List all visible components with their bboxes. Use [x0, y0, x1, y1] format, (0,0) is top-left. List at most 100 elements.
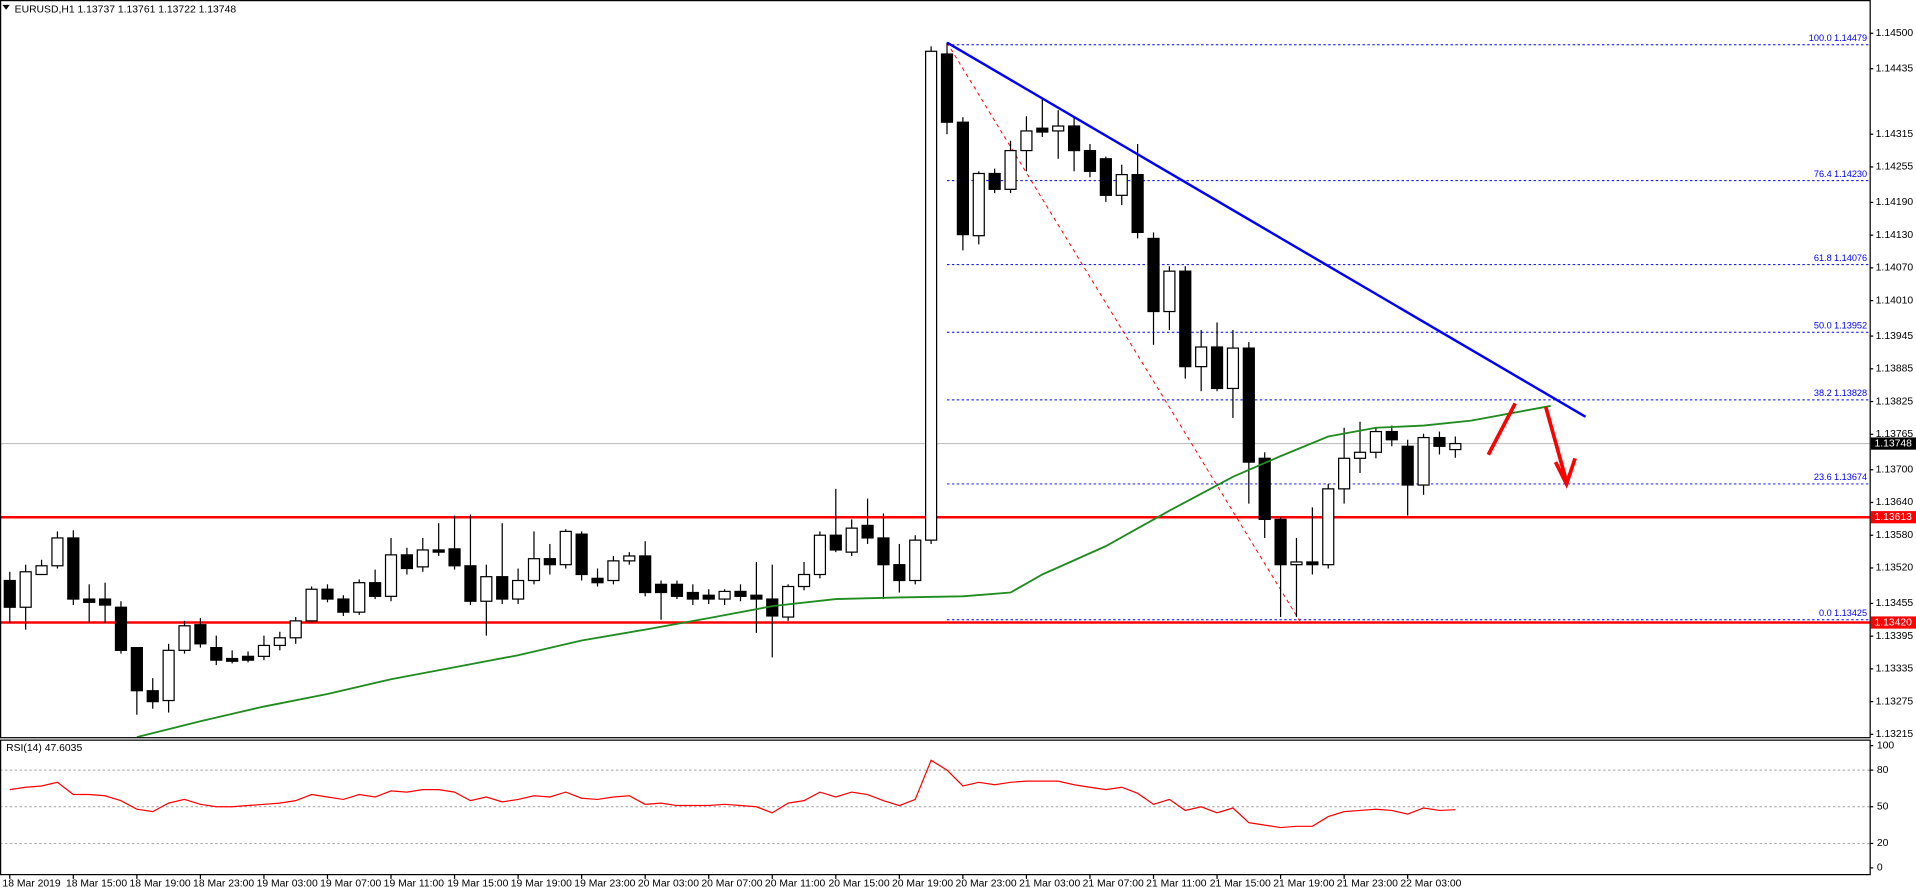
candle-body [210, 647, 223, 661]
candle-body [702, 594, 715, 600]
y-tick-label: 1.13580 [1876, 530, 1914, 541]
candle-body [893, 564, 906, 582]
fib-level-name: 23.6 [1814, 472, 1832, 482]
x-tick-label: 18 Mar 19:00 [130, 879, 191, 890]
x-tick-label: 22 Mar 03:00 [1400, 879, 1461, 890]
down-arrow [1543, 406, 1577, 489]
candle-body [241, 655, 255, 661]
candle-body [1020, 130, 1033, 152]
candle-body [1449, 442, 1462, 451]
candle-body [162, 649, 175, 702]
y-tick-label: 1.13825 [1876, 396, 1914, 407]
x-tick-label: 21 Mar 03:00 [1019, 879, 1080, 890]
candle-body [305, 588, 318, 622]
y-tick-label: 1.13640 [1876, 497, 1914, 508]
y-tick-label: 1.13700 [1876, 464, 1914, 475]
candle-body [845, 527, 858, 553]
candle-body [1258, 457, 1271, 521]
menu-triangle [2, 4, 10, 10]
candle-body [130, 647, 143, 692]
candle-body [797, 573, 811, 588]
x-tick-label: 20 Mar 03:00 [638, 879, 699, 890]
candle-body [448, 548, 461, 567]
y-tick-label: 0 [1877, 863, 1883, 874]
candle-body [654, 583, 668, 594]
y-tick-label: 1.13520 [1876, 563, 1914, 574]
candle-body [1433, 436, 1446, 447]
candle-body [988, 172, 1001, 190]
y-tick-label: 1.14255 [1876, 162, 1914, 173]
candle-body [114, 606, 128, 651]
candle-body [1242, 347, 1255, 463]
fib-level-name: 38.2 [1814, 388, 1832, 398]
fib-level-name: 50.0 [1814, 321, 1832, 331]
y-tick-label: 100 [1877, 740, 1895, 751]
candle-body [559, 530, 572, 566]
trend-line [946, 41, 1587, 418]
candle-body [1338, 457, 1351, 490]
x-tick-label: 19 Mar 15:00 [447, 879, 508, 890]
x-tick-label: 21 Mar 07:00 [1083, 879, 1144, 890]
candle-body [1322, 488, 1335, 566]
fib-anchor-line [946, 42, 1301, 622]
fib-level-name: 61.8 [1814, 253, 1832, 263]
annotation-arrows [1486, 402, 1577, 489]
candle-body [1417, 436, 1430, 486]
candle-body [718, 590, 731, 600]
y-tick-label: 1.14435 [1876, 63, 1914, 74]
level-tag-label: 1.13420 [1874, 617, 1912, 628]
candle-body [19, 571, 32, 608]
candle-body [607, 560, 620, 582]
y-tick-label: 20 [1877, 838, 1889, 849]
candle-body [877, 537, 890, 566]
candle-body [861, 524, 874, 539]
candle-body [257, 644, 271, 657]
level-tag [1870, 616, 1916, 629]
y-tick-label: 1.13765 [1876, 429, 1914, 440]
x-tick-label: 19 Mar 03:00 [257, 879, 318, 890]
candle-body [3, 579, 16, 608]
candle-body [1226, 347, 1240, 390]
y-tick-label: 1.13885 [1876, 364, 1914, 375]
candle-body [178, 625, 191, 651]
y-tick-label: 1.14315 [1876, 129, 1914, 140]
fib-level-price: 1.14076 [1834, 253, 1867, 263]
candle-body [686, 591, 699, 600]
candle-body [1401, 445, 1414, 486]
fib-level-name: 0.0 [1819, 608, 1832, 618]
x-tick-label: 21 Mar 15:00 [1210, 879, 1271, 890]
candle-body [51, 537, 64, 567]
candle-body [1385, 430, 1398, 441]
fib-level-price: 1.13828 [1834, 388, 1867, 398]
candle-body [511, 579, 525, 600]
fib-level-price: 1.13952 [1834, 321, 1867, 331]
x-tick-label: 21 Mar 19:00 [1273, 879, 1334, 890]
candle-body [273, 637, 286, 647]
candle-body [353, 582, 366, 613]
x-tick-label: 20 Mar 11:00 [765, 879, 826, 890]
candle-body [1004, 149, 1017, 190]
y-tick-label: 1.13215 [1876, 729, 1914, 740]
candle-body [639, 555, 652, 594]
candle-body [750, 594, 763, 600]
candle-body [83, 598, 96, 603]
fib-level-price: 1.13425 [1834, 608, 1867, 618]
candle-body [829, 534, 842, 551]
x-tick-label: 19 Mar 11:00 [384, 879, 445, 890]
y-tick-label: 1.13945 [1876, 331, 1914, 342]
x-tick-label: 20 Mar 23:00 [956, 879, 1017, 890]
candle-body [909, 539, 922, 582]
candle-body [98, 598, 112, 606]
chart-header: EURUSD,H1 1.13737 1.13761 1.13722 1.1374… [15, 5, 237, 16]
candle-body [1306, 561, 1319, 566]
candle-body [369, 582, 382, 597]
x-tick-label: 19 Mar 19:00 [511, 879, 572, 890]
level-tag-label: 1.13613 [1874, 512, 1912, 523]
candle-body [321, 588, 334, 600]
candle-body [194, 624, 207, 645]
candle-body [1195, 346, 1208, 368]
fib-level-name: 76.4 [1814, 169, 1832, 179]
x-tick-label: 19 Mar 07:00 [320, 879, 381, 890]
candle-body [226, 657, 239, 662]
